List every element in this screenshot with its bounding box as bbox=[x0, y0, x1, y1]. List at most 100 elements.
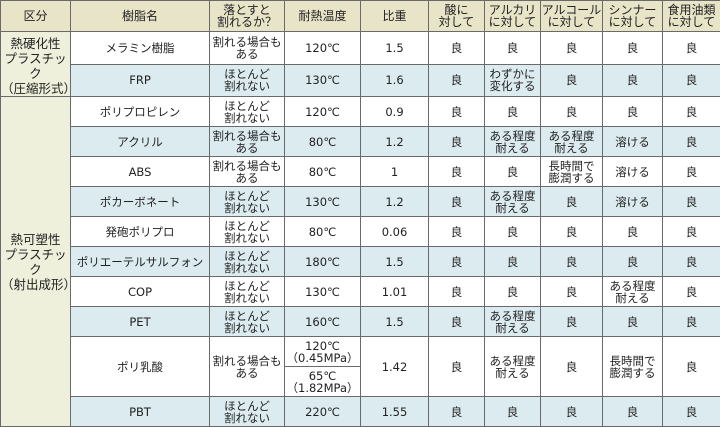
header-specific-gravity: 比重 bbox=[361, 1, 429, 32]
drop-breakage-cell: ほとんど 割れない bbox=[210, 97, 285, 127]
alkali-cell: 良 bbox=[485, 277, 541, 307]
alcohol-cell: 良 bbox=[541, 64, 603, 97]
resin-name-cell: アクリル bbox=[71, 127, 210, 157]
drop-breakage-cell: ほとんど 割れない bbox=[210, 277, 285, 307]
heat-resistance-cell: 65℃ （1.82MPa） bbox=[285, 367, 361, 397]
drop-breakage-cell: 割れる場合も ある bbox=[210, 127, 285, 157]
header-thinner: シンナー に対して bbox=[603, 1, 663, 32]
acid-cell: 良 bbox=[429, 277, 485, 307]
header-resin-name: 樹脂名 bbox=[71, 1, 210, 32]
gravity-cell: 1.42 bbox=[361, 337, 429, 397]
heat-resistance-cell: 180℃ bbox=[285, 247, 361, 277]
acid-cell: 良 bbox=[429, 97, 485, 127]
resin-name-cell: PET bbox=[71, 307, 210, 337]
drop-breakage-cell: ほとんど 割れない bbox=[210, 397, 285, 427]
heat-resistance-cell: 80℃ bbox=[285, 127, 361, 157]
drop-breakage-cell: ほとんど 割れない bbox=[210, 247, 285, 277]
alkali-cell: ある程度 耐える bbox=[485, 307, 541, 337]
resin-name-cell: ポリプロピレン bbox=[71, 97, 210, 127]
thinner-cell: 良 bbox=[603, 397, 663, 427]
drop-breakage-cell: ほとんど 割れない bbox=[210, 307, 285, 337]
header-edible-oil: 食用油類 に対して bbox=[663, 1, 720, 32]
category-cell: 熱硬化性 プラスチック （圧縮形式） bbox=[1, 32, 71, 97]
alcohol-cell: 良 bbox=[541, 97, 603, 127]
acid-cell: 良 bbox=[429, 127, 485, 157]
acid-cell: 良 bbox=[429, 187, 485, 217]
oil-cell: 良 bbox=[663, 97, 720, 127]
header-category: 区分 bbox=[1, 1, 71, 32]
alkali-cell: 良 bbox=[485, 97, 541, 127]
acid-cell: 良 bbox=[429, 217, 485, 247]
gravity-cell: 1.6 bbox=[361, 64, 429, 97]
thinner-cell: 溶ける bbox=[603, 157, 663, 187]
acid-cell: 良 bbox=[429, 397, 485, 427]
alcohol-cell: ある程度 耐える bbox=[541, 127, 603, 157]
drop-breakage-cell: 割れる場合も ある bbox=[210, 337, 285, 397]
alkali-cell: 良 bbox=[485, 32, 541, 65]
resin-name-cell: ポリエーテルサルフォン bbox=[71, 247, 210, 277]
thinner-cell: 溶ける bbox=[603, 127, 663, 157]
alcohol-cell: 良 bbox=[541, 337, 603, 397]
heat-resistance-cell: 80℃ bbox=[285, 157, 361, 187]
heat-resistance-cell: 80℃ bbox=[285, 217, 361, 247]
thinner-cell: 良 bbox=[603, 97, 663, 127]
alcohol-cell: 良 bbox=[541, 217, 603, 247]
alcohol-cell: 良 bbox=[541, 277, 603, 307]
alkali-cell: ある程度 耐える bbox=[485, 337, 541, 397]
drop-breakage-cell: ほとんど 割れない bbox=[210, 187, 285, 217]
header-row: 区分 樹脂名 落とすと 割れるか？ 耐熱温度 比重 酸に 対して アルカリ に対… bbox=[1, 1, 720, 32]
gravity-cell: 1.2 bbox=[361, 187, 429, 217]
heat-resistance-cell: 220℃ bbox=[285, 397, 361, 427]
resin-name-cell: COP bbox=[71, 277, 210, 307]
alkali-cell: ある程度 耐える bbox=[485, 187, 541, 217]
oil-cell: 良 bbox=[663, 337, 720, 397]
heat-resistance-cell: 130℃ bbox=[285, 277, 361, 307]
thinner-cell: 溶ける bbox=[603, 187, 663, 217]
gravity-cell: 1 bbox=[361, 157, 429, 187]
thinner-cell: 良 bbox=[603, 247, 663, 277]
oil-cell: 良 bbox=[663, 187, 720, 217]
alkali-cell: 良 bbox=[485, 157, 541, 187]
gravity-cell: 1.5 bbox=[361, 32, 429, 65]
alkali-cell: 良 bbox=[485, 397, 541, 427]
thinner-cell: 良 bbox=[603, 307, 663, 337]
alkali-cell: 良 bbox=[485, 217, 541, 247]
oil-cell: 良 bbox=[663, 397, 720, 427]
alkali-cell: 良 bbox=[485, 247, 541, 277]
heat-resistance-cell: 130℃ bbox=[285, 64, 361, 97]
acid-cell: 良 bbox=[429, 157, 485, 187]
gravity-cell: 1.2 bbox=[361, 127, 429, 157]
resin-name-cell: ABS bbox=[71, 157, 210, 187]
oil-cell: 良 bbox=[663, 247, 720, 277]
oil-cell: 良 bbox=[663, 64, 720, 97]
drop-breakage-cell: 割れる場合も ある bbox=[210, 32, 285, 65]
alkali-cell: ある程度 耐える bbox=[485, 127, 541, 157]
alcohol-cell: 良 bbox=[541, 187, 603, 217]
thinner-cell: 良 bbox=[603, 64, 663, 97]
header-heat-resistance: 耐熱温度 bbox=[285, 1, 361, 32]
alcohol-cell: 長時間で 膨潤する bbox=[541, 157, 603, 187]
acid-cell: 良 bbox=[429, 337, 485, 397]
heat-resistance-cell: 120℃ bbox=[285, 32, 361, 65]
heat-resistance-cell: 120℃ （0.45MPa） bbox=[285, 337, 361, 367]
gravity-cell: 1.55 bbox=[361, 397, 429, 427]
acid-cell: 良 bbox=[429, 32, 485, 65]
gravity-cell: 1.5 bbox=[361, 307, 429, 337]
resin-name-cell: PBT bbox=[71, 397, 210, 427]
resin-name-cell: メラミン樹脂 bbox=[71, 32, 210, 65]
header-alcohol: アルコール に対して bbox=[541, 1, 603, 32]
thinner-cell: ある程度 耐える bbox=[603, 277, 663, 307]
alkali-cell: わずかに 変化する bbox=[485, 64, 541, 97]
gravity-cell: 1.01 bbox=[361, 277, 429, 307]
header-alkali: アルカリ に対して bbox=[485, 1, 541, 32]
oil-cell: 良 bbox=[663, 127, 720, 157]
alcohol-cell: 良 bbox=[541, 307, 603, 337]
